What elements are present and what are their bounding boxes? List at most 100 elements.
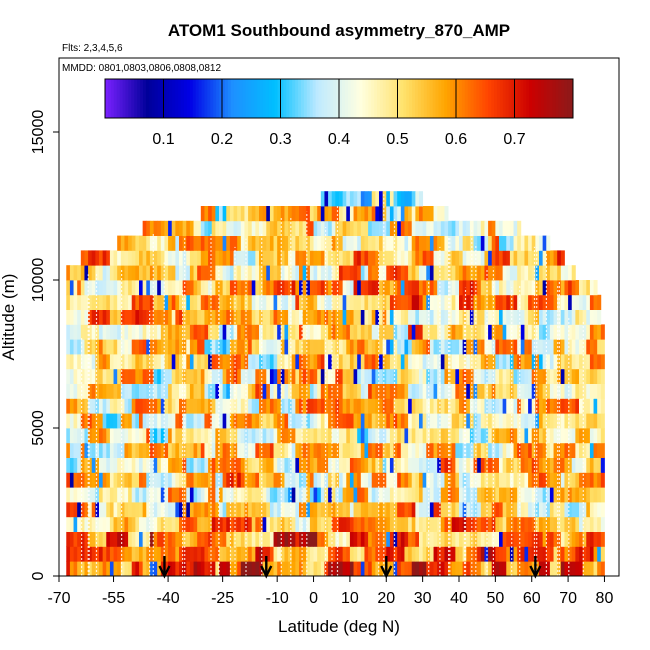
colorbar-segment <box>514 79 518 118</box>
heatmap-cell <box>302 250 307 266</box>
heatmap-cell <box>495 502 500 518</box>
heatmap-cell <box>400 265 405 281</box>
heatmap-cell <box>368 487 373 503</box>
heatmap-cell <box>575 368 580 384</box>
heatmap-cell <box>193 413 198 429</box>
heatmap-cell <box>404 191 409 207</box>
heatmap-cell <box>480 561 485 577</box>
colorbar-segment <box>201 79 205 118</box>
heatmap-cell <box>168 531 173 547</box>
heatmap-cell <box>80 294 85 310</box>
heatmap-cell <box>295 487 300 503</box>
heatmap-cell <box>193 324 198 340</box>
heatmap-cell <box>520 442 525 458</box>
heatmap-cell <box>84 280 89 296</box>
heatmap-cell <box>429 487 434 503</box>
heatmap-cell <box>128 280 133 296</box>
heatmap-cell <box>179 516 184 532</box>
heatmap-cell <box>295 220 300 236</box>
heatmap-cell <box>553 561 558 577</box>
heatmap-cell <box>459 354 464 370</box>
heatmap-cell <box>259 220 264 236</box>
heatmap-cell <box>520 368 525 384</box>
heatmap-cell <box>215 457 220 473</box>
heatmap-cell <box>259 502 264 518</box>
heatmap-cell <box>251 531 256 547</box>
heatmap-cell <box>400 339 405 355</box>
heatmap-cell <box>524 531 529 547</box>
heatmap-cell <box>553 294 558 310</box>
heatmap-cell <box>266 206 271 222</box>
heatmap-cell <box>295 516 300 532</box>
heatmap-cell <box>240 280 245 296</box>
heatmap-cell <box>557 502 562 518</box>
heatmap-cell <box>524 546 529 562</box>
heatmap-cell <box>597 457 602 473</box>
heatmap-cell <box>200 324 205 340</box>
heatmap-cell <box>499 516 504 532</box>
heatmap-cell <box>306 383 311 399</box>
heatmap-cell <box>364 250 369 266</box>
heatmap-cell <box>229 324 234 340</box>
colorbar-segment <box>555 79 559 118</box>
colorbar-tick-label: 0.7 <box>503 131 525 148</box>
heatmap-cell <box>135 383 140 399</box>
heatmap-cell <box>397 191 402 207</box>
colorbar-segment <box>298 79 302 118</box>
heatmap-cell <box>342 472 347 488</box>
heatmap-cell <box>597 531 602 547</box>
heatmap-cell <box>469 502 474 518</box>
heatmap-cell <box>237 235 242 251</box>
heatmap-cell <box>422 309 427 325</box>
heatmap-cell <box>531 516 536 532</box>
heatmap-cell <box>331 472 336 488</box>
heatmap-cell <box>393 280 398 296</box>
heatmap-cell <box>149 309 154 325</box>
heatmap-cell <box>528 339 533 355</box>
heatmap-cell <box>175 324 180 340</box>
heatmap-cell <box>408 324 413 340</box>
heatmap-cell <box>488 265 493 281</box>
heatmap-cell <box>400 354 405 370</box>
heatmap-cell <box>451 265 456 281</box>
heatmap-cell <box>364 280 369 296</box>
heatmap-cell <box>386 472 391 488</box>
colorbar-segment <box>254 79 258 118</box>
heatmap-cell <box>99 398 104 414</box>
heatmap-cell <box>91 561 96 577</box>
heatmap-cell <box>69 265 74 281</box>
heatmap-cell <box>520 487 525 503</box>
heatmap-cell <box>444 368 449 384</box>
heatmap-cell <box>342 220 347 236</box>
heatmap-cell <box>200 206 205 222</box>
heatmap-cell <box>375 428 380 444</box>
sonde-arrows <box>158 556 542 579</box>
heatmap-cell <box>513 280 518 296</box>
heatmap-cell <box>579 516 584 532</box>
heatmap-cell <box>375 309 380 325</box>
heatmap-cell <box>204 280 209 296</box>
heatmap-cell <box>149 250 154 266</box>
heatmap-cell <box>575 398 580 414</box>
heatmap-cell <box>437 442 442 458</box>
heatmap-cell <box>600 442 605 458</box>
heatmap-cell <box>357 413 362 429</box>
heatmap-cell <box>502 487 507 503</box>
heatmap-cell <box>346 531 351 547</box>
heatmap-cell <box>313 324 318 340</box>
heatmap-cell <box>171 413 176 429</box>
heatmap-cell <box>419 383 424 399</box>
heatmap-cell <box>219 472 224 488</box>
heatmap-cell <box>568 383 573 399</box>
x-tick-label: 40 <box>450 590 468 607</box>
colorbar-segment <box>368 79 372 118</box>
heatmap-cell <box>237 368 242 384</box>
heatmap-cell <box>506 413 511 429</box>
heatmap-cell <box>273 368 278 384</box>
heatmap-cell <box>528 428 533 444</box>
colorbar-segment <box>145 79 150 118</box>
heatmap-cell <box>360 339 365 355</box>
heatmap-cell <box>106 428 111 444</box>
heatmap-cell <box>429 516 434 532</box>
heatmap-cell <box>248 398 253 414</box>
